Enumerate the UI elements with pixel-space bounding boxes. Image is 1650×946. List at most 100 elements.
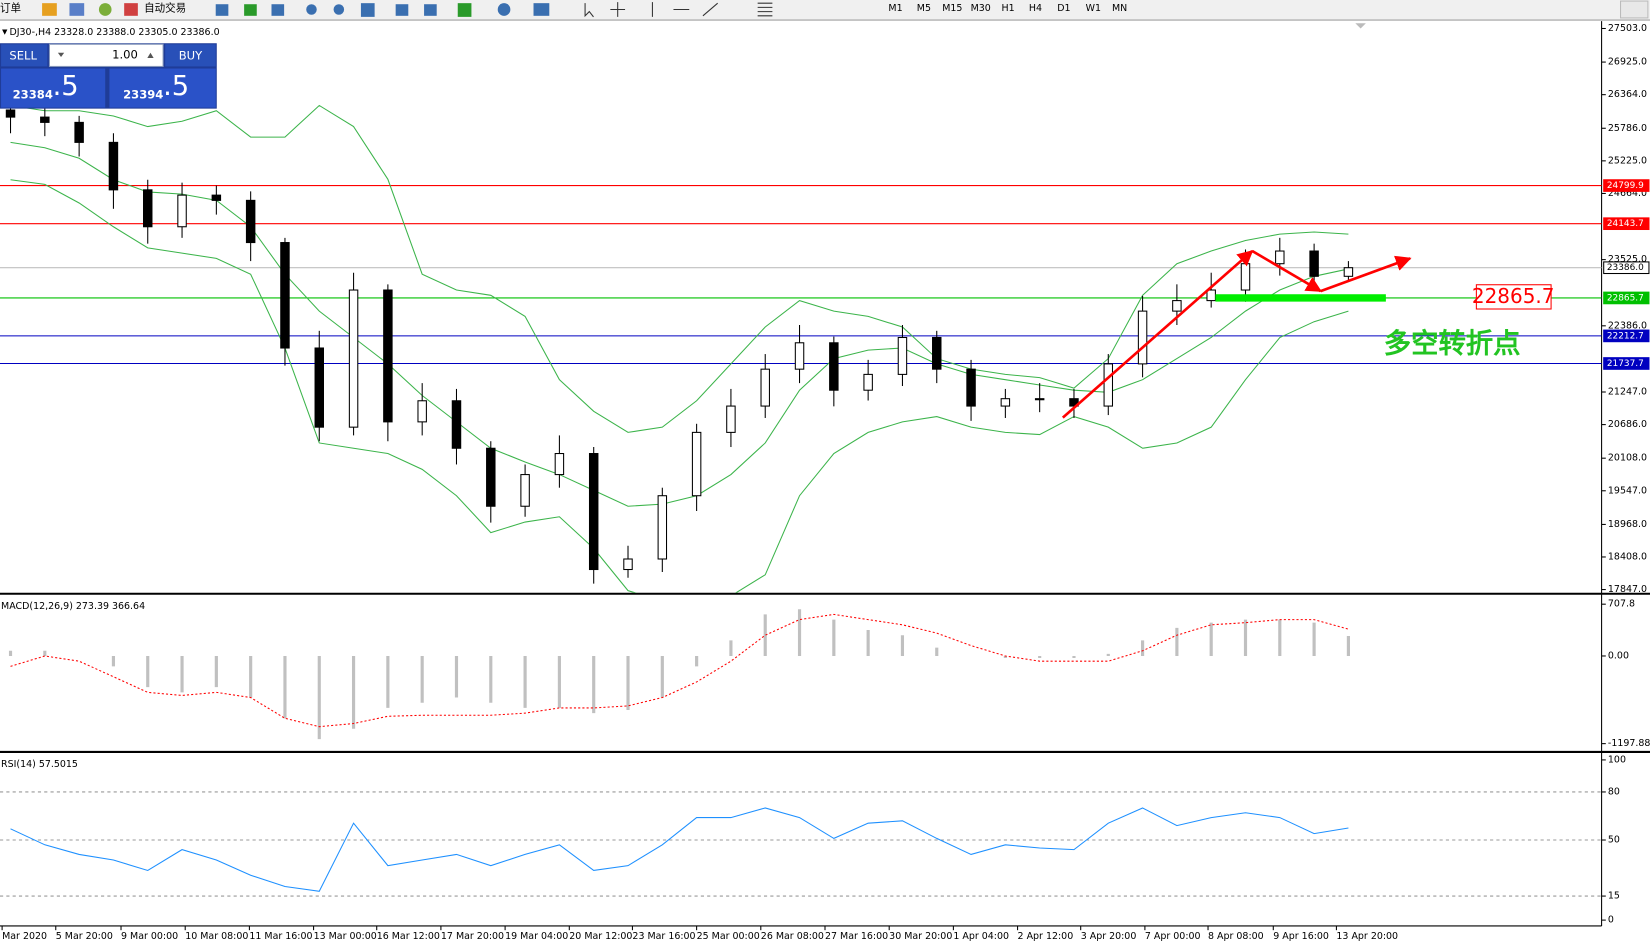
buy-price-fraction[interactable]: .5 — [163, 71, 189, 102]
candle-body — [760, 368, 770, 407]
y-tick-label: 80 — [1608, 786, 1620, 797]
icon[interactable] — [457, 3, 472, 17]
price-level-tag — [1603, 357, 1650, 370]
icon[interactable] — [533, 3, 550, 16]
sell-label[interactable]: SELL — [9, 48, 37, 62]
candle-body — [1240, 263, 1251, 291]
x-tick-label: 3 Apr 20:00 — [1081, 931, 1137, 942]
timeframe-button[interactable]: M30 — [971, 3, 991, 14]
buy-price[interactable]: 23394 — [123, 87, 163, 101]
crosshair-tool[interactable] — [610, 2, 626, 17]
candle-body — [108, 141, 119, 191]
candle-body — [451, 400, 462, 449]
y-tick-label: 24664.0 — [1608, 188, 1647, 199]
icon[interactable] — [42, 3, 57, 16]
candle-body — [829, 342, 839, 391]
icon[interactable] — [424, 4, 437, 16]
icon[interactable] — [69, 3, 85, 16]
cursor-tool[interactable] — [584, 3, 594, 18]
y-tick-label: 25225.0 — [1608, 155, 1647, 166]
icon[interactable] — [306, 4, 317, 15]
auto-trading-icon[interactable] — [124, 3, 138, 16]
new-order-button[interactable]: 订单 — [0, 2, 21, 14]
candle-body — [554, 453, 565, 476]
candle-body — [520, 474, 530, 507]
candle-body — [657, 495, 668, 560]
y-tick-label: 0 — [1608, 915, 1614, 926]
y-tick-label: 19547.0 — [1608, 485, 1647, 496]
price-level-label: 24143.7 — [1607, 219, 1644, 229]
timeframe-button[interactable]: MN — [1112, 3, 1127, 14]
price-level-label: 24799.9 — [1607, 181, 1644, 191]
fibo-tool[interactable] — [757, 2, 773, 17]
trend-tool[interactable] — [702, 2, 719, 17]
price-level-label: 22865.7 — [1607, 293, 1644, 303]
sell-button[interactable] — [1, 44, 48, 67]
analysis-drawing: 22865.7 多空转折点 — [1061, 249, 1555, 419]
candle-body — [588, 453, 599, 571]
y-tick-label: 17847.0 — [1608, 584, 1647, 595]
icon[interactable] — [395, 4, 409, 16]
y-tick-label: 21247.0 — [1608, 386, 1647, 397]
icon[interactable] — [333, 4, 345, 15]
rsi-line — [10, 807, 1349, 892]
icon[interactable] — [98, 3, 112, 16]
arrow — [1251, 249, 1322, 293]
candle-body — [1137, 310, 1148, 365]
x-tick-label: 17 Mar 20:00 — [441, 931, 504, 942]
candle-body — [417, 400, 427, 423]
candle-body — [245, 199, 256, 244]
candle-body — [1034, 398, 1045, 401]
x-tick-label: 5 Mar 20:00 — [56, 931, 113, 942]
lot-up[interactable] — [147, 52, 154, 59]
candle-body — [383, 289, 393, 423]
auto-trading-button[interactable]: 自动交易 — [144, 1, 186, 14]
timeframe-button[interactable]: D1 — [1057, 3, 1070, 14]
y-tick-label: 50 — [1608, 835, 1620, 846]
lot-value[interactable]: 1.00 — [112, 47, 138, 61]
x-tick-label: 2 Apr 12:00 — [1018, 931, 1074, 942]
timeframe-button[interactable]: H1 — [1002, 3, 1015, 14]
timeframe-button[interactable]: H4 — [1029, 3, 1042, 14]
search-box[interactable] — [1620, 0, 1649, 19]
icon[interactable] — [215, 4, 229, 16]
icon[interactable] — [497, 3, 511, 16]
buy-button[interactable] — [165, 44, 216, 67]
turning-point-label: 多空转折点 — [1384, 327, 1521, 359]
candle-body — [486, 447, 496, 507]
toolbar-bg — [0, 0, 1650, 21]
sell-price-box[interactable] — [1, 68, 106, 108]
x-tick-label: 1 Apr 04:00 — [953, 931, 1009, 942]
tool-icons — [215, 3, 550, 17]
buy-price-box[interactable] — [109, 68, 216, 108]
timeframe-button[interactable]: M1 — [888, 3, 902, 14]
chart-bg — [0, 21, 1602, 926]
x-tick-label: 11 Mar 16:00 — [249, 931, 312, 942]
timeframe-button[interactable]: M5 — [917, 3, 931, 14]
arrow — [1320, 255, 1412, 293]
price-level-tag — [1603, 217, 1650, 231]
shift-marker — [1355, 23, 1366, 29]
y-tick-label: 22386.0 — [1608, 320, 1647, 331]
icon[interactable] — [360, 3, 375, 17]
price-level-label: 22212.7 — [1607, 331, 1644, 341]
lot-input[interactable] — [48, 43, 164, 67]
x-tick-label: 7 Apr 00:00 — [1145, 931, 1201, 942]
timeframe-button[interactable]: W1 — [1086, 3, 1101, 14]
indicator-title: DJ30-,H4 23328.0 23388.0 23305.0 23386.0 — [9, 27, 219, 38]
lot-down[interactable] — [57, 52, 65, 57]
timeframe-button[interactable]: M15 — [942, 3, 962, 14]
icon[interactable] — [271, 4, 285, 16]
price-axis: 27503.0 26925.0 26364.0 25786.0 25225.0 24664… — [1601, 23, 1650, 595]
icon[interactable] — [244, 4, 257, 16]
candle-body — [40, 116, 50, 123]
candle-body — [1172, 300, 1182, 312]
buy-label[interactable]: BUY — [179, 48, 203, 62]
y-tick-label: -1197.88 — [1608, 738, 1650, 749]
sell-price[interactable]: 23384 — [13, 87, 53, 101]
price-level-tag — [1603, 291, 1650, 305]
candle-body — [74, 121, 84, 143]
sell-price-fraction[interactable]: .5 — [53, 71, 79, 102]
price-axis: 100 80 50 15 0 — [1601, 754, 1626, 926]
